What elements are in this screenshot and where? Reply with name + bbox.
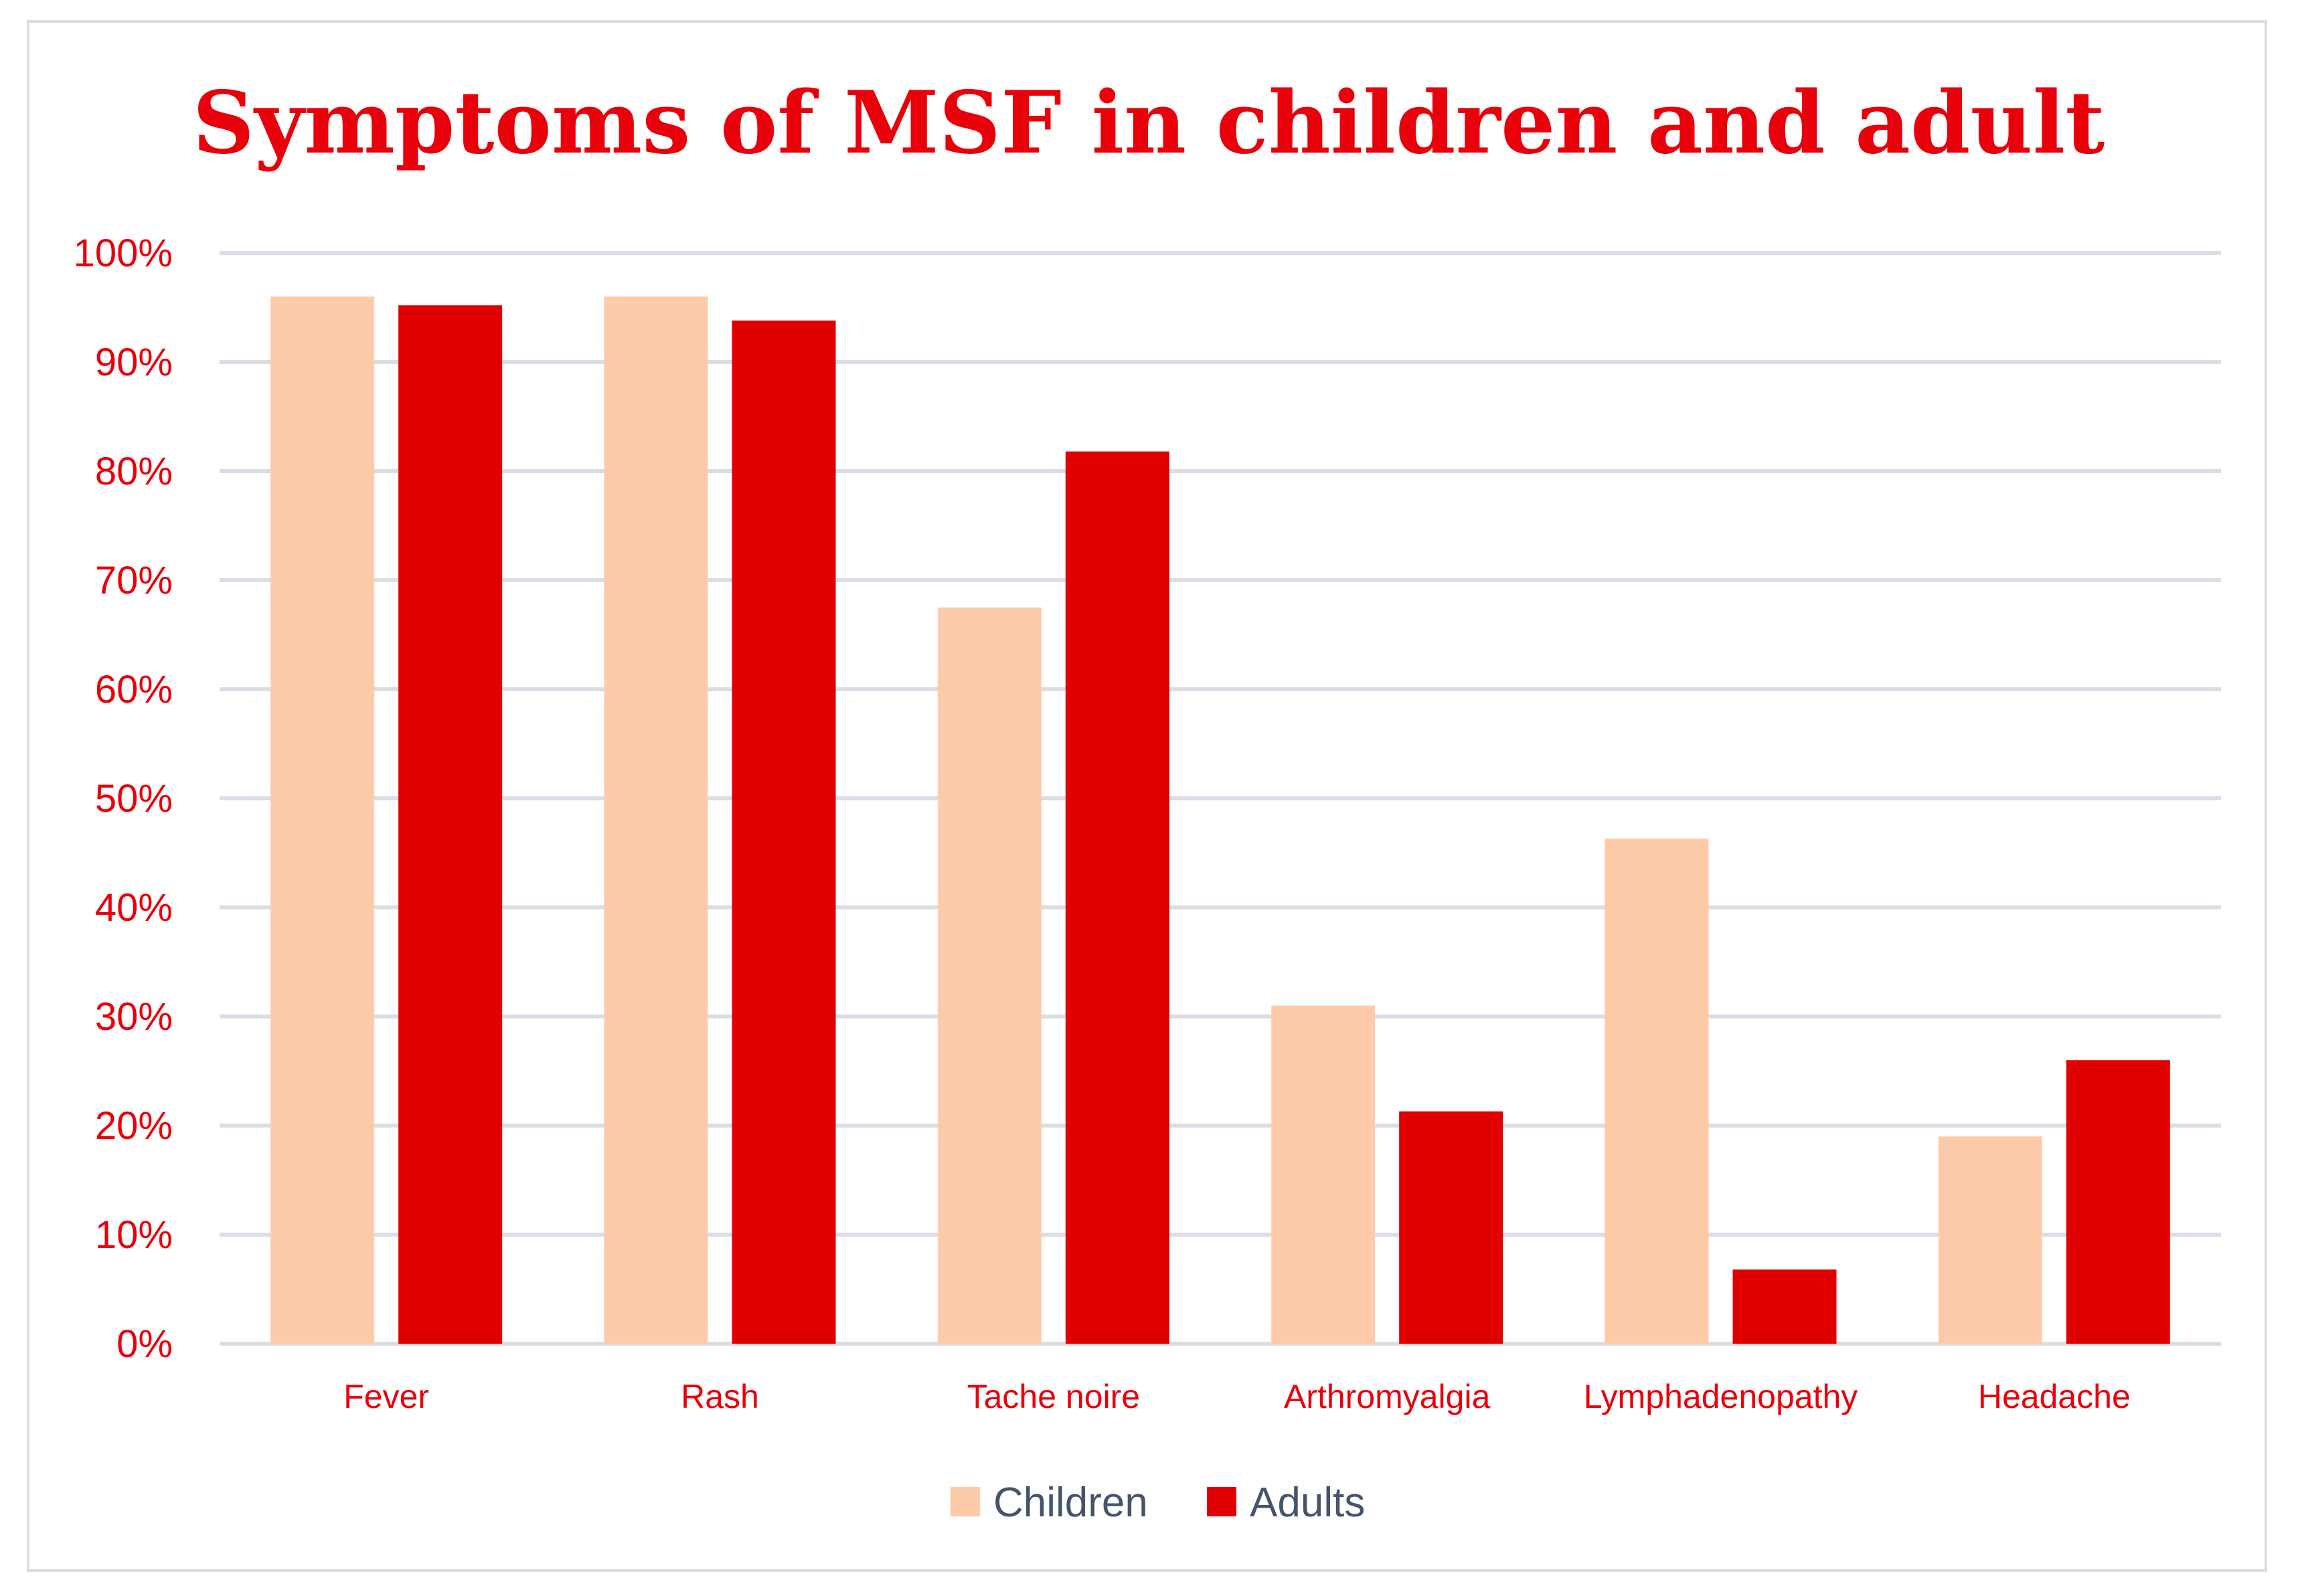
chart-title: Symptoms of MSF in children and adult xyxy=(193,73,2105,173)
x-tick-label: Lymphadenopathy xyxy=(1584,1378,1858,1415)
bar-adults-tache-noire xyxy=(1065,451,1169,1344)
legend-label-adults: Adults xyxy=(1250,1480,1365,1526)
bar-children-fever xyxy=(270,296,375,1344)
y-tick-label: 40% xyxy=(95,886,173,929)
x-axis-ticks: Fever Rash Tache noire Arthromyalgia Lymphad… xyxy=(343,1378,2131,1415)
y-tick-label: 10% xyxy=(95,1213,173,1257)
x-tick-label: Tache noire xyxy=(967,1378,1141,1415)
bar-children-rash xyxy=(604,296,708,1344)
bar-adults-headache xyxy=(2066,1060,2170,1344)
y-tick-label: 90% xyxy=(95,341,173,384)
bar-adults-rash xyxy=(732,321,836,1344)
legend: Children Adults xyxy=(951,1480,1365,1526)
bar-children-tache-noire xyxy=(937,607,1042,1344)
bar-adults-arthromyalgia xyxy=(1399,1111,1503,1344)
y-tick-label: 80% xyxy=(95,450,173,493)
y-tick-label: 100% xyxy=(74,232,173,275)
legend-label-children: Children xyxy=(993,1480,1148,1526)
legend-swatch-children xyxy=(951,1487,980,1516)
x-tick-label: Fever xyxy=(343,1378,429,1415)
y-axis-ticks: 0% 10% 20% 30% 40% 50% 60% 70% 80% 90% 100% xyxy=(74,232,173,1366)
y-tick-label: 30% xyxy=(95,995,173,1039)
y-tick-label: 60% xyxy=(95,668,173,711)
legend-swatch-adults xyxy=(1207,1487,1236,1516)
y-tick-label: 20% xyxy=(95,1104,173,1148)
bar-children-arthromyalgia xyxy=(1271,1005,1376,1344)
x-tick-label: Rash xyxy=(681,1378,759,1415)
x-tick-label: Headache xyxy=(1978,1378,2131,1415)
bar-adults-lymphadenopathy xyxy=(1732,1269,1837,1344)
y-tick-label: 70% xyxy=(95,559,173,602)
bar-adults-fever xyxy=(398,305,503,1344)
bar-children-headache xyxy=(1938,1136,2042,1344)
bar-children-lymphadenopathy xyxy=(1605,838,1709,1344)
y-tick-label: 50% xyxy=(95,777,173,820)
gridlines xyxy=(220,251,2221,1346)
bars xyxy=(270,296,2170,1344)
y-tick-label: 0% xyxy=(116,1322,173,1366)
x-tick-label: Arthromyalgia xyxy=(1284,1378,1491,1415)
